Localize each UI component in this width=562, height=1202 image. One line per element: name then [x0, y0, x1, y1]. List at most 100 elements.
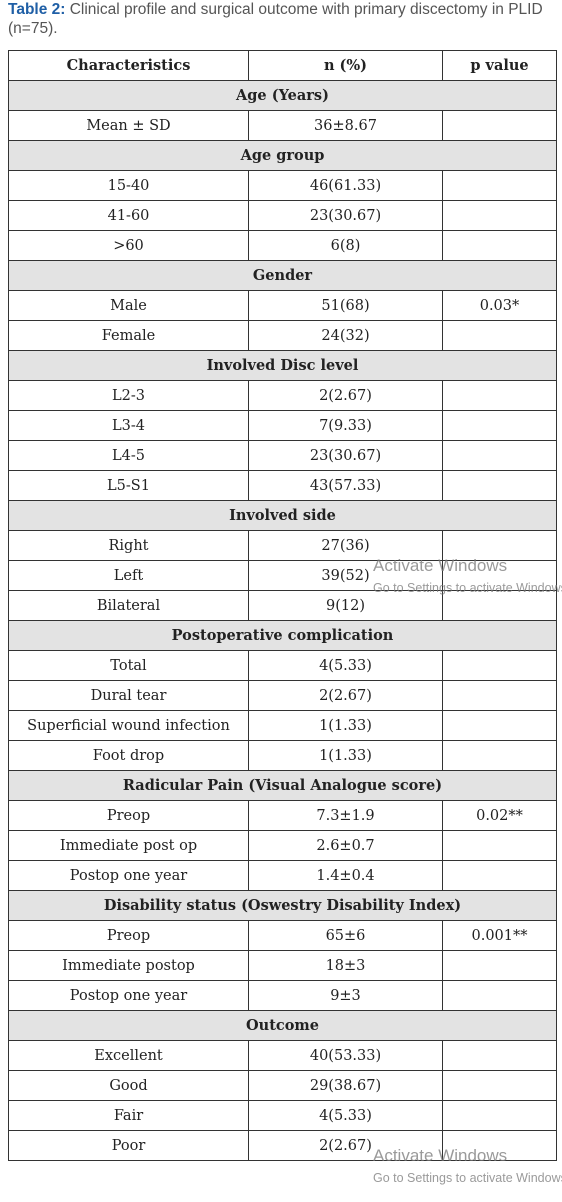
- section-header-row: Outcome: [8, 1010, 557, 1041]
- table-row: Left 39(52): [8, 560, 557, 591]
- count-cell: 36±8.67: [248, 110, 443, 141]
- count-cell: 24(32): [248, 320, 443, 351]
- characteristic-cell: Excellent: [8, 1040, 249, 1071]
- table-row: 41-60 23(30.67): [8, 200, 557, 231]
- table-row: L5-S1 43(57.33): [8, 470, 557, 501]
- p-value-cell: [442, 530, 557, 561]
- count-cell: 4(5.33): [248, 1100, 443, 1131]
- p-value-cell: [442, 410, 557, 441]
- p-value-cell: [442, 980, 557, 1011]
- table-row: Fair 4(5.33): [8, 1100, 557, 1131]
- characteristic-cell: Postop one year: [8, 860, 249, 891]
- section-title: Age (Years): [8, 80, 557, 111]
- count-cell: 27(36): [248, 530, 443, 561]
- p-value-cell: [442, 320, 557, 351]
- table-row: L3-4 7(9.33): [8, 410, 557, 441]
- count-cell: 9±3: [248, 980, 443, 1011]
- table-row: Postop one year 1.4±0.4: [8, 860, 557, 891]
- p-value-cell: [442, 950, 557, 981]
- table-row: >60 6(8): [8, 230, 557, 261]
- p-value-cell: [442, 170, 557, 201]
- p-value-cell: [442, 230, 557, 261]
- characteristic-cell: Preop: [8, 800, 249, 831]
- table-row: Preop 65±6 0.001**: [8, 920, 557, 951]
- count-cell: 18±3: [248, 950, 443, 981]
- count-cell: 6(8): [248, 230, 443, 261]
- table-row: Excellent 40(53.33): [8, 1040, 557, 1071]
- count-cell: 46(61.33): [248, 170, 443, 201]
- table-row: Preop 7.3±1.9 0.02**: [8, 800, 557, 831]
- table-row: Immediate post op 2.6±0.7: [8, 830, 557, 861]
- header-row: Characteristics n (%) p value: [8, 50, 557, 81]
- characteristic-cell: Good: [8, 1070, 249, 1101]
- caption-label: Table 2:: [8, 1, 66, 18]
- section-header-row: Age group: [8, 140, 557, 171]
- characteristic-cell: 15-40: [8, 170, 249, 201]
- characteristic-cell: Left: [8, 560, 249, 591]
- count-cell: 39(52): [248, 560, 443, 591]
- p-value-cell: [442, 200, 557, 231]
- section-title: Disability status (Oswestry Disability I…: [8, 890, 557, 921]
- count-cell: 1.4±0.4: [248, 860, 443, 891]
- characteristic-cell: L3-4: [8, 410, 249, 441]
- count-cell: 1(1.33): [248, 710, 443, 741]
- characteristic-cell: L2-3: [8, 380, 249, 411]
- section-header-row: Postoperative complication: [8, 620, 557, 651]
- characteristic-cell: Male: [8, 290, 249, 321]
- characteristic-cell: Preop: [8, 920, 249, 951]
- table-row: Female 24(32): [8, 320, 557, 351]
- section-title: Involved Disc level: [8, 350, 557, 381]
- clinical-profile-table: Characteristics n (%) p value Age (Years…: [8, 50, 557, 1161]
- p-value-cell: 0.02**: [442, 800, 557, 831]
- p-value-cell: [442, 1100, 557, 1131]
- characteristic-cell: Immediate post op: [8, 830, 249, 861]
- p-value-cell: [442, 470, 557, 501]
- header-characteristics: Characteristics: [8, 50, 249, 81]
- characteristic-cell: Fair: [8, 1100, 249, 1131]
- section-title: Radicular Pain (Visual Analogue score): [8, 770, 557, 801]
- p-value-cell: [442, 860, 557, 891]
- caption-text: Clinical profile and surgical outcome wi…: [8, 1, 543, 37]
- count-cell: 43(57.33): [248, 470, 443, 501]
- table-row: Bilateral 9(12): [8, 590, 557, 621]
- table-row: Foot drop 1(1.33): [8, 740, 557, 771]
- count-cell: 23(30.67): [248, 200, 443, 231]
- characteristic-cell: 41-60: [8, 200, 249, 231]
- count-cell: 9(12): [248, 590, 443, 621]
- table-row: Mean ± SD 36±8.67: [8, 110, 557, 141]
- count-cell: 29(38.67): [248, 1070, 443, 1101]
- section-header-row: Involved side: [8, 500, 557, 531]
- p-value-cell: [442, 830, 557, 861]
- characteristic-cell: Right: [8, 530, 249, 561]
- characteristic-cell: Female: [8, 320, 249, 351]
- p-value-cell: [442, 680, 557, 711]
- characteristic-cell: L5-S1: [8, 470, 249, 501]
- count-cell: 2(2.67): [248, 380, 443, 411]
- characteristic-cell: Immediate postop: [8, 950, 249, 981]
- table-row: L2-3 2(2.67): [8, 380, 557, 411]
- section-title: Age group: [8, 140, 557, 171]
- p-value-cell: [442, 440, 557, 471]
- header-n-percent: n (%): [248, 50, 443, 81]
- table-row: 15-40 46(61.33): [8, 170, 557, 201]
- table-body: Age (Years) Mean ± SD 36±8.67 Age group 15-4…: [8, 80, 557, 1161]
- table-row: Immediate postop 18±3: [8, 950, 557, 981]
- count-cell: 7(9.33): [248, 410, 443, 441]
- section-title: Involved side: [8, 500, 557, 531]
- section-header-row: Involved Disc level: [8, 350, 557, 381]
- count-cell: 40(53.33): [248, 1040, 443, 1071]
- count-cell: 1(1.33): [248, 740, 443, 771]
- count-cell: 65±6: [248, 920, 443, 951]
- p-value-cell: [442, 380, 557, 411]
- count-cell: 2.6±0.7: [248, 830, 443, 861]
- header-p-value: p value: [442, 50, 557, 81]
- table-caption: Table 2: Clinical profile and surgical o…: [8, 0, 560, 38]
- p-value-cell: [442, 650, 557, 681]
- p-value-cell: 0.03*: [442, 290, 557, 321]
- count-cell: 23(30.67): [248, 440, 443, 471]
- characteristic-cell: Foot drop: [8, 740, 249, 771]
- count-cell: 2(2.67): [248, 1130, 443, 1161]
- table-row: Postop one year 9±3: [8, 980, 557, 1011]
- characteristic-cell: Mean ± SD: [8, 110, 249, 141]
- characteristic-cell: Superficial wound infection: [8, 710, 249, 741]
